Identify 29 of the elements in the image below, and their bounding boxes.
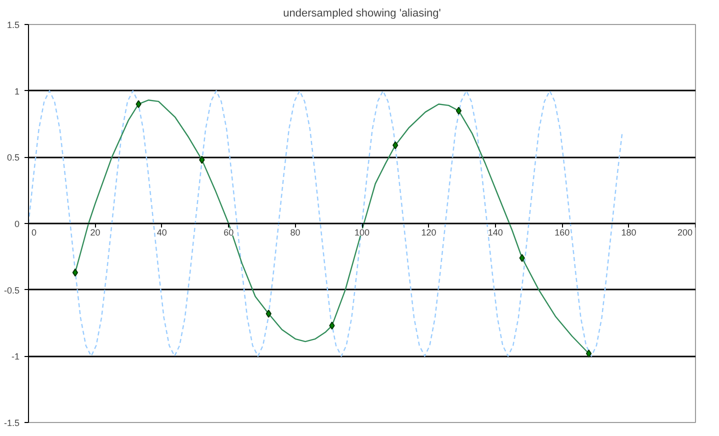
y-tick-label: -0.5 xyxy=(4,285,20,296)
y-tick-label: -1.5 xyxy=(4,418,20,428)
x-tick-label: 180 xyxy=(621,228,636,238)
point xyxy=(519,254,525,262)
point xyxy=(456,106,462,115)
x-tick-label: 140 xyxy=(488,228,503,238)
x-tick-label: 160 xyxy=(554,228,570,238)
y-tick-label: 0 xyxy=(14,219,20,229)
x-tick-label: 100 xyxy=(354,228,370,238)
y-tick-label: -1 xyxy=(12,352,20,362)
x-tick-label: 20 xyxy=(90,228,100,238)
point xyxy=(199,156,205,164)
x-tick-label: 200 xyxy=(677,228,693,238)
y-tick-label: 0.5 xyxy=(6,152,20,163)
x-tick-label: 120 xyxy=(421,228,436,238)
point xyxy=(136,100,142,108)
x-tick-label: 40 xyxy=(156,228,167,238)
x-tick-label: 0 xyxy=(32,228,37,238)
point xyxy=(72,268,78,277)
y-tick-label: 1 xyxy=(14,86,20,96)
line-series xyxy=(28,90,623,357)
y-tick-label: 1.5 xyxy=(6,20,20,30)
point xyxy=(266,310,272,318)
chart-title: undersampled showing 'aliasing' xyxy=(283,8,441,20)
x-tick-label: 60 xyxy=(224,228,234,238)
x-tick-label: 80 xyxy=(290,228,300,238)
point xyxy=(392,141,398,150)
point xyxy=(329,322,335,330)
point xyxy=(586,350,592,358)
